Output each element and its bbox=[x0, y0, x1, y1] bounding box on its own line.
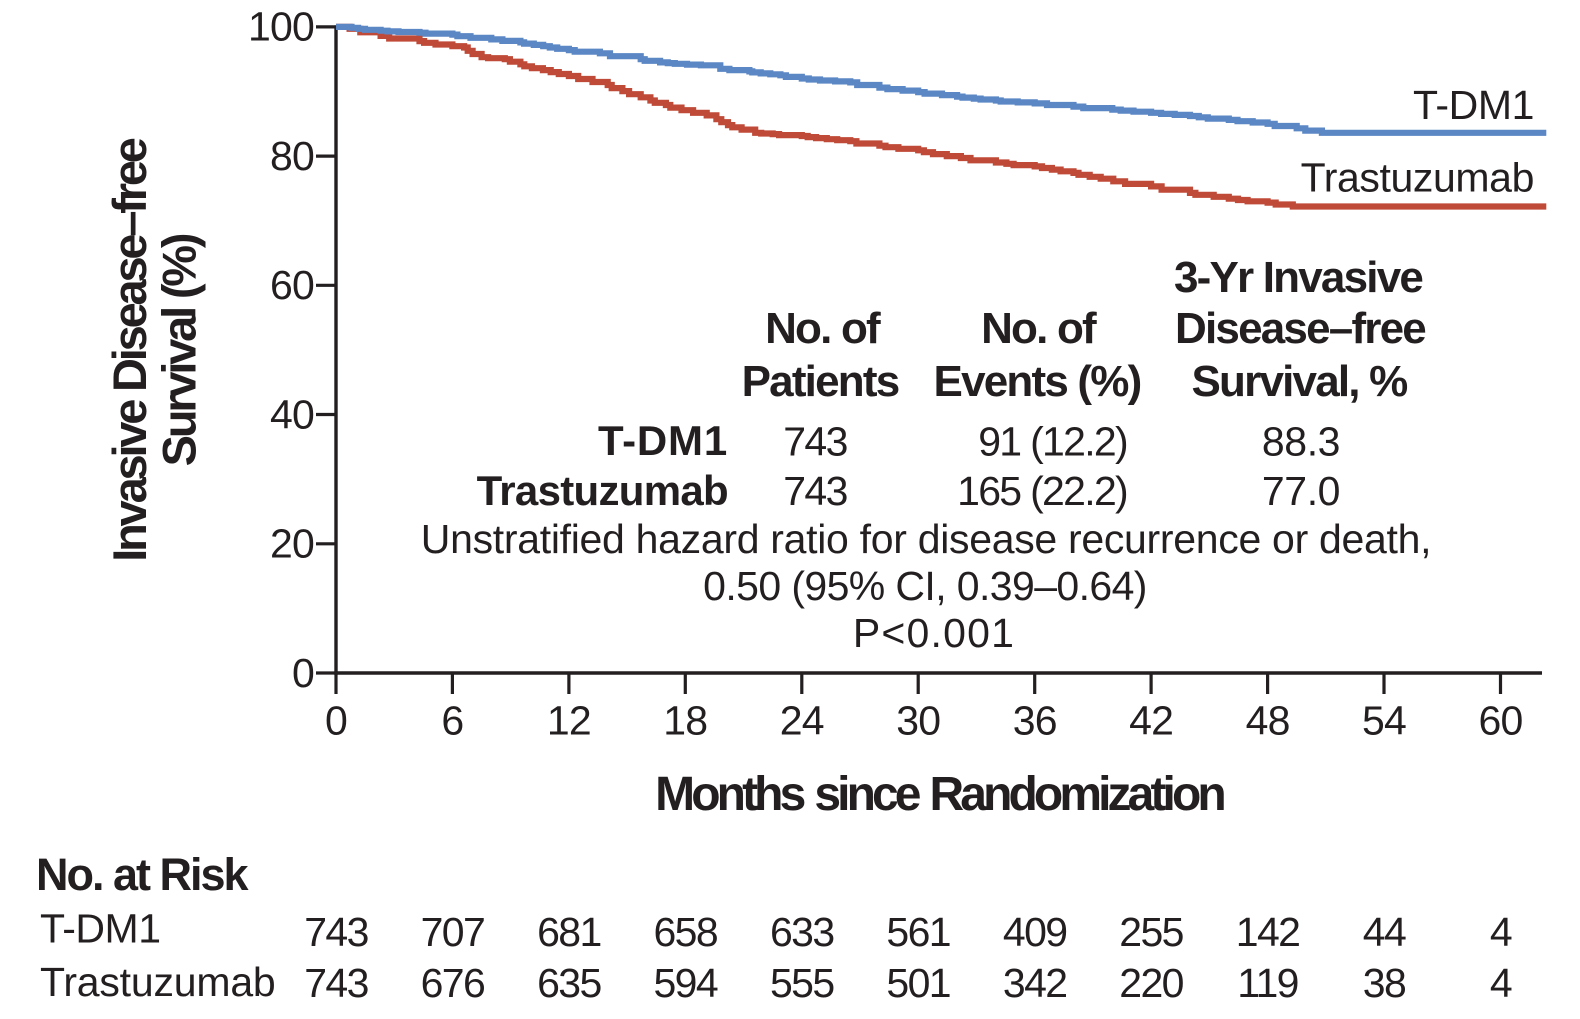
svg-text:555: 555 bbox=[770, 960, 834, 1006]
svg-text:12: 12 bbox=[547, 698, 591, 744]
svg-text:119: 119 bbox=[1237, 960, 1298, 1006]
svg-text:100: 100 bbox=[248, 4, 314, 50]
svg-text:88.3: 88.3 bbox=[1262, 419, 1340, 465]
svg-text:501: 501 bbox=[886, 960, 950, 1006]
svg-text:Survival (%): Survival (%) bbox=[153, 234, 206, 466]
svg-text:80: 80 bbox=[270, 133, 314, 179]
svg-text:20: 20 bbox=[270, 521, 314, 567]
svg-text:633: 633 bbox=[770, 909, 834, 955]
svg-text:T-DM1: T-DM1 bbox=[1413, 82, 1534, 128]
svg-text:60: 60 bbox=[270, 262, 314, 308]
svg-text:4: 4 bbox=[1490, 960, 1512, 1006]
svg-text:54: 54 bbox=[1362, 698, 1406, 744]
svg-text:6: 6 bbox=[441, 698, 463, 744]
svg-text:Survival, %: Survival, % bbox=[1192, 357, 1408, 406]
svg-text:24: 24 bbox=[780, 698, 824, 744]
svg-text:Trastuzumab: Trastuzumab bbox=[477, 467, 728, 514]
svg-text:561: 561 bbox=[886, 909, 950, 955]
svg-text:Events (%): Events (%) bbox=[934, 357, 1141, 406]
svg-text:Unstratified hazard ratio for: Unstratified hazard ratio for disease re… bbox=[421, 516, 1431, 562]
svg-text:0.50 (95% CI, 0.39–0.64): 0.50 (95% CI, 0.39–0.64) bbox=[703, 563, 1147, 609]
svg-text:No. of: No. of bbox=[981, 304, 1097, 353]
svg-text:676: 676 bbox=[421, 960, 485, 1006]
svg-text:30: 30 bbox=[896, 698, 940, 744]
svg-text:658: 658 bbox=[653, 909, 717, 955]
svg-text:38: 38 bbox=[1363, 960, 1406, 1006]
svg-text:P<0.001: P<0.001 bbox=[853, 610, 1015, 656]
svg-text:0: 0 bbox=[325, 698, 347, 744]
svg-text:635: 635 bbox=[537, 960, 601, 1006]
svg-text:No. at Risk: No. at Risk bbox=[36, 849, 250, 900]
svg-text:T-DM1: T-DM1 bbox=[40, 906, 161, 952]
svg-text:0: 0 bbox=[292, 650, 314, 696]
svg-text:Months since Randomization: Months since Randomization bbox=[655, 768, 1224, 821]
svg-text:Patients: Patients bbox=[742, 357, 899, 406]
svg-text:4: 4 bbox=[1490, 909, 1512, 955]
svg-text:18: 18 bbox=[663, 698, 707, 744]
svg-text:3-Yr Invasive: 3-Yr Invasive bbox=[1174, 253, 1422, 302]
svg-text:Invasive Disease–free: Invasive Disease–free bbox=[103, 138, 156, 561]
svg-text:91 (12.2): 91 (12.2) bbox=[978, 419, 1127, 465]
svg-text:Disease–free: Disease–free bbox=[1175, 304, 1425, 353]
svg-text:Trastuzumab: Trastuzumab bbox=[40, 959, 276, 1005]
svg-text:60: 60 bbox=[1478, 698, 1522, 744]
svg-text:220: 220 bbox=[1119, 960, 1183, 1006]
svg-text:48: 48 bbox=[1246, 698, 1290, 744]
svg-text:342: 342 bbox=[1003, 960, 1067, 1006]
svg-text:36: 36 bbox=[1013, 698, 1057, 744]
svg-text:Trastuzumab: Trastuzumab bbox=[1301, 155, 1534, 201]
svg-text:142: 142 bbox=[1236, 909, 1300, 955]
svg-text:T-DM1: T-DM1 bbox=[598, 417, 728, 464]
svg-text:40: 40 bbox=[270, 391, 314, 437]
svg-text:594: 594 bbox=[653, 960, 717, 1006]
svg-text:77.0: 77.0 bbox=[1262, 468, 1340, 514]
svg-text:255: 255 bbox=[1119, 909, 1183, 955]
svg-text:409: 409 bbox=[1003, 909, 1067, 955]
svg-text:743: 743 bbox=[783, 419, 847, 465]
svg-text:44: 44 bbox=[1363, 909, 1406, 955]
svg-text:42: 42 bbox=[1129, 698, 1173, 744]
svg-text:743: 743 bbox=[304, 909, 368, 955]
svg-text:681: 681 bbox=[537, 909, 601, 955]
svg-text:743: 743 bbox=[783, 468, 847, 514]
svg-text:707: 707 bbox=[421, 909, 485, 955]
svg-text:No. of: No. of bbox=[765, 304, 881, 353]
svg-text:743: 743 bbox=[304, 960, 368, 1006]
svg-text:165 (22.2): 165 (22.2) bbox=[957, 468, 1127, 514]
